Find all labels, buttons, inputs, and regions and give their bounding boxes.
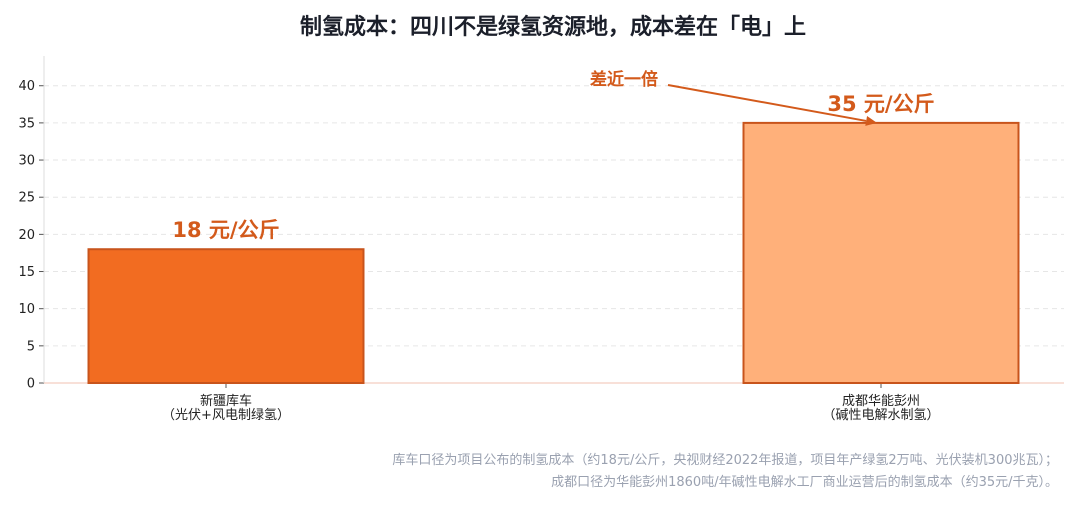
footnote-line-1: 库车口径为项目公布的制氢成本（约18元/公斤，央视财经2022年报道，项目年产绿… <box>392 452 1058 468</box>
y-tick-label-30: 30 <box>18 154 35 169</box>
footnote-line-2: 成都口径为华能彭州1860吨/年碱性电解水工厂商业运营后的制氢成本（约35元/千… <box>551 474 1058 490</box>
category-label-0-line2: （光伏+风电制绿氢） <box>162 408 290 423</box>
value-label-1: 35 元/公斤 <box>827 92 934 116</box>
y-tick-label-25: 25 <box>18 191 35 206</box>
y-tick-label-40: 40 <box>18 79 35 94</box>
y-tick-label-15: 15 <box>18 265 35 280</box>
category-label-1-line2: （碱性电解水制氢） <box>822 408 939 423</box>
annotation-arrowhead <box>865 116 877 126</box>
bar-0 <box>87 248 365 384</box>
annotation-text: 差近一倍 <box>590 69 658 90</box>
annotation: 差近一倍 <box>590 69 877 126</box>
category-label-0-line1: 新疆库车 <box>200 393 252 409</box>
bars <box>87 121 1020 385</box>
chart-title: 制氢成本：四川不是绿氢资源地，成本差在「电」上 <box>300 14 806 40</box>
value-label-0: 18 元/公斤 <box>172 218 279 242</box>
annotation-arrow <box>667 84 867 122</box>
y-tick-label-5: 5 <box>27 339 35 354</box>
y-tick-label-35: 35 <box>18 116 35 131</box>
y-tick-label-10: 10 <box>18 302 35 317</box>
bar-1 <box>742 121 1020 385</box>
y-tick-label-20: 20 <box>18 228 35 243</box>
y-tick-label-0: 0 <box>27 377 35 392</box>
category-label-1-line1: 成都华能彭州 <box>842 394 920 409</box>
